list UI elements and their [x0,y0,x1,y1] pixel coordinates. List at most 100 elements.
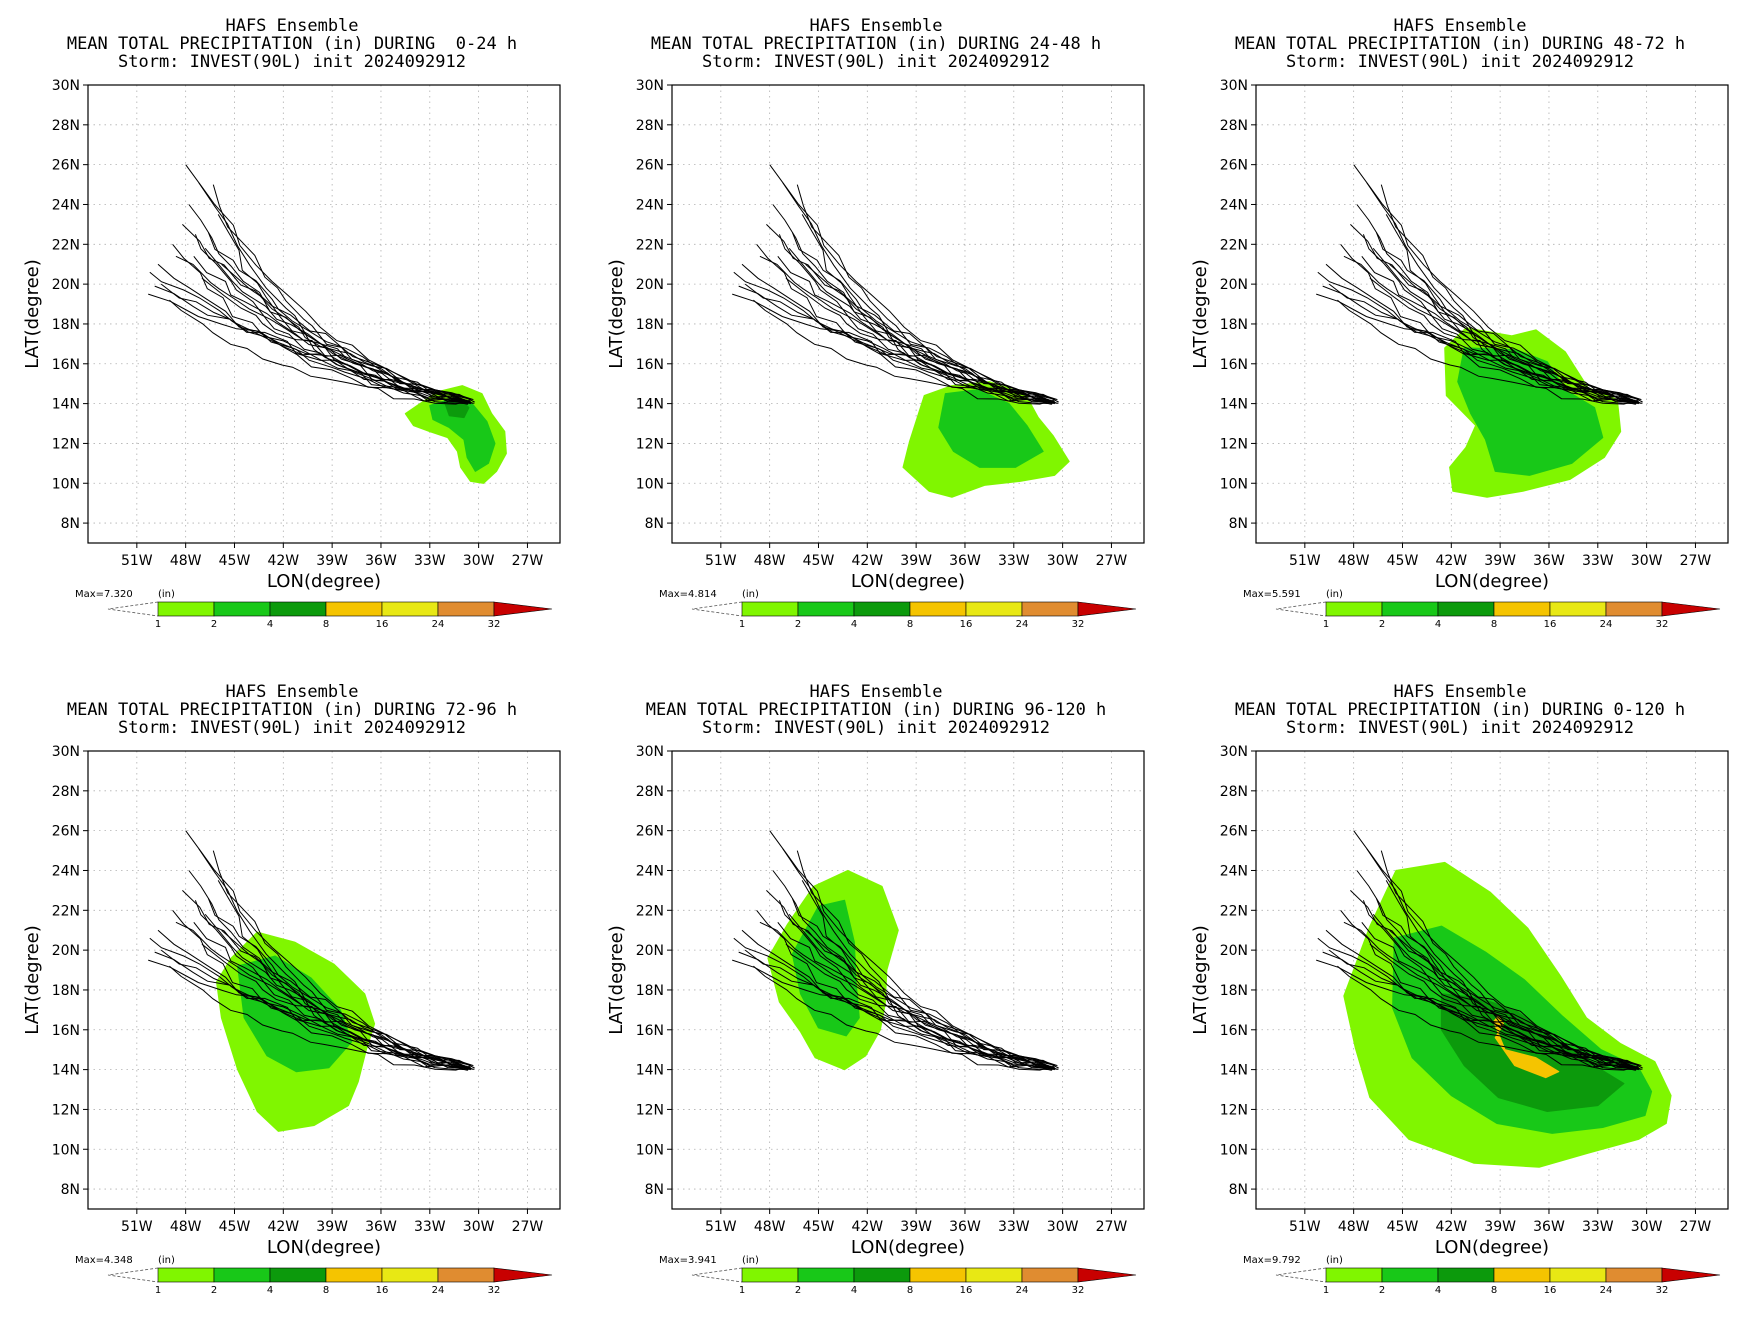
colorbar-swatch [1021,601,1079,617]
x-tick-label: 33W [1582,1219,1614,1235]
y-tick-label: 24N [1220,197,1248,213]
x-tick-label: 30W [463,553,495,569]
colorbar-unit: (in) [742,589,759,600]
colorbar-label: 24 [1016,619,1029,630]
x-tick-label: 30W [463,1219,495,1235]
y-tick-label: 30N [52,744,80,760]
colorbar-swatch [1493,1267,1551,1283]
colorbar: Max=3.941 (in)1 2 4 8 16 24 32 [659,1255,1137,1296]
y-tick-label: 8N [1229,1182,1248,1198]
y-tick-label: 12N [636,436,664,452]
y-tick-label: 30N [636,78,664,94]
y-tick-label: 10N [636,1142,664,1158]
ensemble-track [796,184,1057,400]
colorbar-label: 1 [739,1285,745,1296]
x-tick-label: 42W [851,1219,883,1235]
colorbar-label: 1 [155,1285,161,1296]
max-value-label: Max=4.814 [659,589,717,600]
x-tick-label: 27W [512,553,544,569]
x-tick-label: 39W [316,553,348,569]
colorbar-label: 32 [1072,1285,1085,1296]
colorbar-swatch [797,601,855,617]
colorbar-swatch [325,1267,383,1283]
x-tick-label: 45W [803,1219,835,1235]
colorbar: Max=4.348 (in)1 2 4 8 16 24 32 [75,1255,553,1296]
colorbar-swatch [741,1267,799,1283]
colorbar-label: 16 [376,1285,389,1296]
y-tick-label: 20N [636,943,664,959]
panel-title-line3: Storm: INVEST(90L) init 2024092912 [118,718,466,738]
max-value-label: Max=3.941 [659,1255,717,1266]
ensemble-track [157,263,471,403]
x-tick-label: 48W [754,553,786,569]
ensemble-track [1372,247,1643,404]
colorbar-label: 32 [488,1285,501,1296]
ensemble-track [801,214,1055,403]
colorbar-overflow-arrow [493,601,553,617]
ensemble-track [1385,214,1639,403]
y-tick-label: 22N [1220,237,1248,253]
y-tick-label: 16N [52,357,80,373]
colorbar-label: 16 [960,1285,973,1296]
panel-title-line1: HAFS Ensemble [1393,16,1527,36]
y-tick-label: 18N [636,317,664,333]
colorbar-overflow-arrow [1077,601,1137,617]
colorbar-swatch [1605,601,1663,617]
x-tick-label: 39W [1484,553,1516,569]
y-tick-label: 18N [52,983,80,999]
ensemble-track [759,255,1052,403]
precip-panel-4: HAFS Ensemble MEAN TOTAL PRECIPITATION (i… [0,666,584,1332]
colorbar-swatch [1437,1267,1495,1283]
colorbar-label: 16 [1544,619,1557,630]
colorbar: Max=5.591 (in)1 2 4 8 16 24 32 [1243,589,1721,630]
y-tick-label: 30N [52,78,80,94]
ensemble-track [204,247,475,404]
colorbar: Max=4.814 (in)1 2 4 8 16 24 32 [659,589,1137,630]
y-tick-label: 14N [52,1063,80,1079]
colorbar-swatch [213,601,271,617]
colorbar-swatch [269,601,327,617]
y-tick-label: 28N [1220,784,1248,800]
y-tick-label: 14N [636,397,664,413]
x-tick-label: 27W [1680,1219,1712,1235]
y-tick-label: 24N [52,197,80,213]
y-tick-label: 28N [636,118,664,134]
x-tick-label: 42W [1435,553,1467,569]
ensemble-track [738,285,1052,405]
y-tick-label: 12N [1220,1102,1248,1118]
ensemble-track [1372,913,1643,1070]
ensemble-track [172,243,471,403]
x-tick-label: 51W [705,553,737,569]
ensemble-track [204,913,475,1070]
colorbar-swatch [797,1267,855,1283]
colorbar-swatch [269,1267,327,1283]
colorbar-label: 1 [155,619,161,630]
y-tick-label: 16N [636,357,664,373]
colorbar-swatch [909,1267,967,1283]
ensemble-track [801,880,1055,1069]
colorbar-label: 8 [907,619,913,630]
ensemble-track [194,234,471,405]
x-tick-label: 27W [512,1219,544,1235]
y-axis-label: LAT(degree) [606,925,627,1034]
x-axis-label: LON(degree) [851,571,965,592]
colorbar-swatch [157,601,215,617]
colorbar-label: 1 [739,619,745,630]
precip-panel-3: HAFS Ensemble MEAN TOTAL PRECIPITATION (i… [1168,0,1752,666]
y-tick-label: 20N [1220,277,1248,293]
ensemble-track [217,880,471,1069]
ensemble-track [778,234,1055,405]
y-tick-label: 24N [636,863,664,879]
max-value-label: Max=9.792 [1243,1255,1301,1266]
precip-contour-level-2 [1457,347,1604,476]
ensemble-track [188,204,471,403]
ensemble-track [1362,234,1639,405]
y-tick-label: 20N [1220,943,1248,959]
colorbar-swatch [1325,601,1383,617]
x-axis-label: LON(degree) [1435,1237,1549,1258]
ensemble-track [1340,243,1639,403]
y-axis-label: LAT(degree) [1190,259,1211,368]
ensemble-track [1325,929,1639,1069]
